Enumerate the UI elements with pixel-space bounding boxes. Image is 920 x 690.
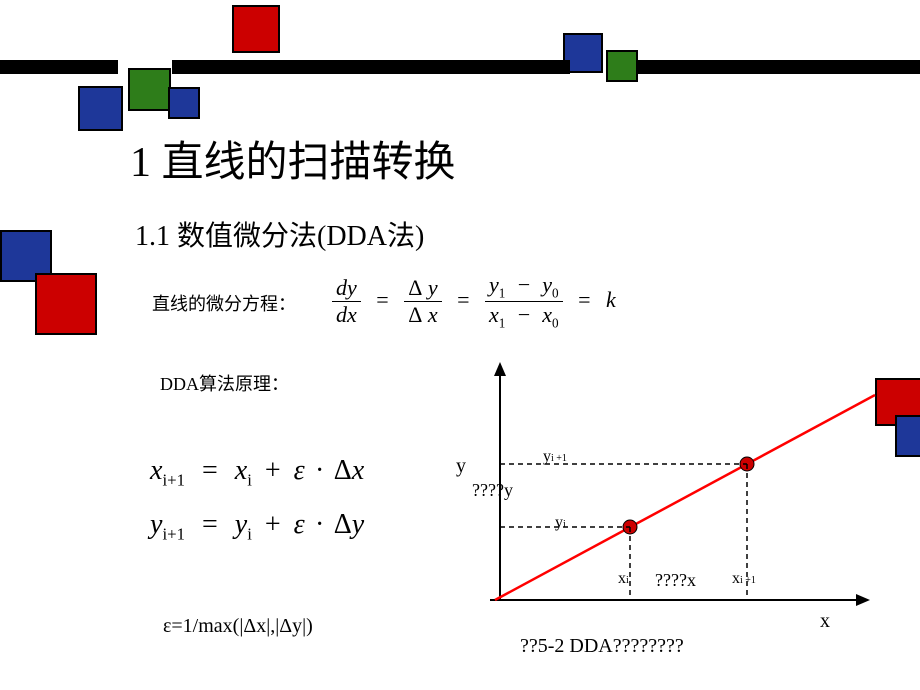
epsilon-equation: ε=1/max(|Δx|,|Δy|) (163, 615, 313, 638)
diagram-caption: ??5-2 DDA???????? (520, 635, 684, 658)
x-axis-label: x (820, 610, 830, 633)
iteration-equations: xi+1 = xi + ε · Δx yi+1 = yi + ε · Δy (150, 455, 364, 544)
section-subtitle: 1.1 数值微分法(DDA法) (135, 214, 424, 254)
yi1-label: yi +1 (543, 448, 567, 466)
differential-equation: dy dx = Δ y Δ x = y1 − y0 x1 − x0 = k (332, 272, 616, 332)
eq1-label: 直线的微分方程： (152, 290, 296, 316)
decor-square (606, 50, 638, 82)
dda-label: DDA算法原理： (160, 370, 289, 396)
decor-bar (636, 60, 920, 74)
decor-square (78, 86, 123, 131)
delta-x-label: ????x (655, 570, 696, 591)
decor-square (168, 87, 200, 119)
dda-diagram: y x yi +1 yi ????y xi xi +1 ????x ??5-2 … (440, 370, 880, 650)
yi-label: yi (555, 514, 566, 532)
decor-square (895, 415, 920, 457)
y-axis-label: y (456, 455, 466, 478)
decor-bar (0, 60, 118, 74)
decor-square (128, 68, 171, 111)
decor-square (232, 5, 280, 53)
xi1-label: xi +1 (732, 570, 756, 588)
delta-y-label: ????y (472, 480, 513, 501)
main-title: 1 直线的扫描转换 (130, 128, 456, 189)
xi-label: xi (618, 570, 629, 588)
decor-square (35, 273, 97, 335)
decor-bar (172, 60, 570, 74)
